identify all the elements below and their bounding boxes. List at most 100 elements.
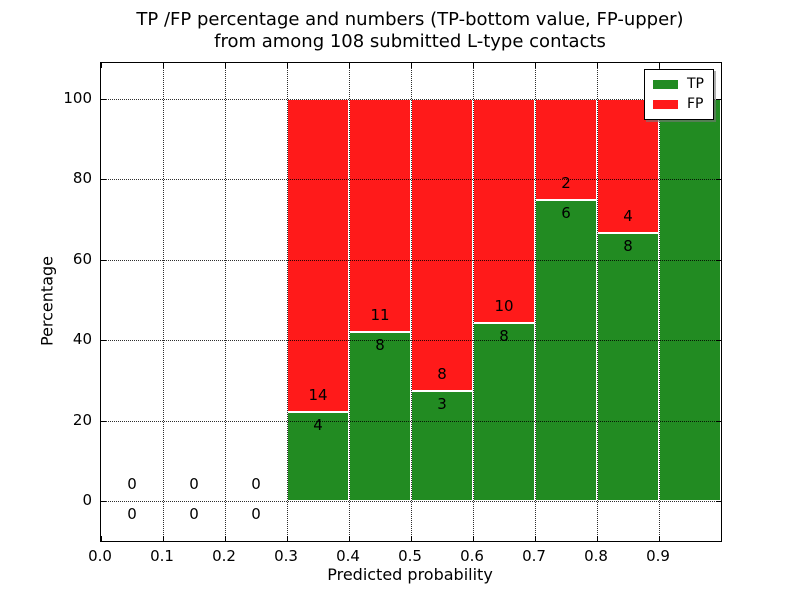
y-tickmark-right — [716, 501, 721, 502]
x-tick-label: 0.7 — [522, 547, 546, 565]
x-gridline — [163, 63, 164, 541]
chart-title: TP /FP percentage and numbers (TP-bottom… — [100, 9, 720, 53]
bar-segment-tp — [411, 391, 473, 501]
bar-segment-tp — [659, 99, 721, 501]
x-axis-label: Predicted probability — [327, 565, 493, 584]
y-tickmark-left — [101, 259, 106, 261]
fp-count-label: 10 — [494, 296, 514, 315]
y-tickmark-left — [101, 340, 106, 342]
x-tickmark-top — [535, 63, 536, 68]
chart-title-line1: TP /FP percentage and numbers (TP-bottom… — [136, 9, 684, 30]
x-tick-label: 0.4 — [336, 547, 360, 565]
legend-label-tp: TP — [687, 76, 704, 92]
fp-count-label: 0 — [127, 475, 137, 493]
x-tick-label: 0.2 — [212, 547, 236, 565]
y-tickmark-left — [101, 420, 106, 422]
y-tickmark-right — [716, 99, 721, 100]
x-gridline — [473, 63, 474, 541]
bar-segment-fp — [473, 99, 535, 323]
x-tick-label: 0.8 — [584, 547, 608, 565]
fp-count-label: 14 — [308, 385, 328, 404]
plot-area: 000000144118831082648022 TP FP — [100, 62, 722, 542]
x-tickmark-top — [473, 63, 474, 68]
x-tickmark-bottom — [225, 536, 226, 541]
x-gridline — [225, 63, 226, 541]
y-tick-label: 60 — [72, 249, 92, 268]
legend-row-tp: TP — [653, 76, 704, 93]
x-tickmark-top — [411, 63, 412, 68]
tp-count-label: 3 — [437, 395, 447, 414]
y-gridline — [101, 99, 721, 100]
y-gridline — [101, 501, 721, 502]
bar-segment-tp — [473, 322, 535, 501]
x-tick-label: 0.5 — [398, 547, 422, 565]
tp-count-label: 8 — [499, 326, 509, 345]
fp-count-label: 4 — [623, 206, 633, 225]
bar-segment-tp — [597, 232, 659, 501]
bar-segment-fp — [411, 99, 473, 392]
bar-segment-fp — [535, 99, 597, 200]
tp-count-label: 0 — [189, 505, 199, 523]
tp-count-label: 4 — [313, 415, 323, 434]
x-tickmark-top — [101, 63, 102, 68]
x-tickmark-top — [225, 63, 226, 68]
y-tickmark-right — [716, 340, 721, 342]
bar-segment-fp — [597, 99, 659, 233]
x-tickmark-top — [287, 63, 288, 68]
tp-count-label: 0 — [251, 505, 261, 523]
x-tickmark-bottom — [535, 536, 536, 541]
x-tickmark-bottom — [411, 536, 412, 541]
x-tick-label: 0.9 — [646, 547, 670, 565]
y-tick-label: 80 — [72, 169, 92, 188]
x-tickmark-bottom — [473, 536, 474, 541]
bar-segment-tp — [349, 331, 411, 501]
x-tickmark-bottom — [349, 536, 350, 541]
fp-count-label: 0 — [189, 475, 199, 493]
x-tickmark-bottom — [163, 536, 164, 541]
y-tick-label: 20 — [72, 410, 92, 429]
x-gridline — [535, 63, 536, 541]
y-tickmark-left — [101, 179, 106, 181]
x-gridline — [597, 63, 598, 541]
fp-count-label: 0 — [251, 475, 261, 493]
y-gridline — [101, 340, 721, 342]
y-tickmark-right — [716, 179, 721, 181]
bar-segment-tp — [535, 199, 597, 501]
x-tick-label: 0.1 — [150, 547, 174, 565]
x-tickmark-top — [659, 63, 660, 68]
y-tick-label: 100 — [63, 89, 92, 107]
legend: TP FP — [644, 69, 714, 120]
tp-swatch-icon — [653, 80, 678, 89]
x-tick-label: 0.3 — [274, 547, 298, 565]
x-gridline — [659, 63, 660, 541]
fp-count-label: 2 — [561, 173, 571, 192]
x-tickmark-bottom — [659, 536, 660, 541]
fp-swatch-icon — [653, 100, 678, 109]
x-tickmark-top — [163, 63, 164, 68]
y-tick-label: 0 — [82, 491, 92, 509]
legend-row-fp: FP — [653, 96, 704, 113]
tp-count-label: 8 — [375, 335, 385, 354]
x-gridline — [411, 63, 412, 541]
x-tickmark-bottom — [597, 536, 598, 541]
chart-title-line2: from among 108 submitted L-type contacts — [214, 31, 606, 52]
x-tick-label: 0.6 — [460, 547, 484, 565]
y-tick-label: 40 — [72, 330, 92, 349]
tp-count-label: 0 — [127, 505, 137, 523]
y-tickmark-right — [716, 420, 721, 422]
tp-count-label: 6 — [561, 203, 571, 222]
x-gridline — [349, 63, 350, 541]
bar-segment-fp — [349, 99, 411, 332]
x-tickmark-top — [349, 63, 350, 68]
y-gridline — [101, 179, 721, 181]
bar-segment-fp — [287, 99, 349, 412]
x-tickmark-bottom — [101, 536, 102, 541]
x-tickmark-top — [597, 63, 598, 68]
y-tickmark-left — [101, 99, 106, 100]
tp-count-label: 8 — [623, 236, 633, 255]
legend-label-fp: FP — [687, 96, 704, 112]
y-gridline — [101, 420, 721, 422]
fp-count-label: 8 — [437, 365, 447, 384]
x-tick-label: 0.0 — [88, 547, 112, 565]
